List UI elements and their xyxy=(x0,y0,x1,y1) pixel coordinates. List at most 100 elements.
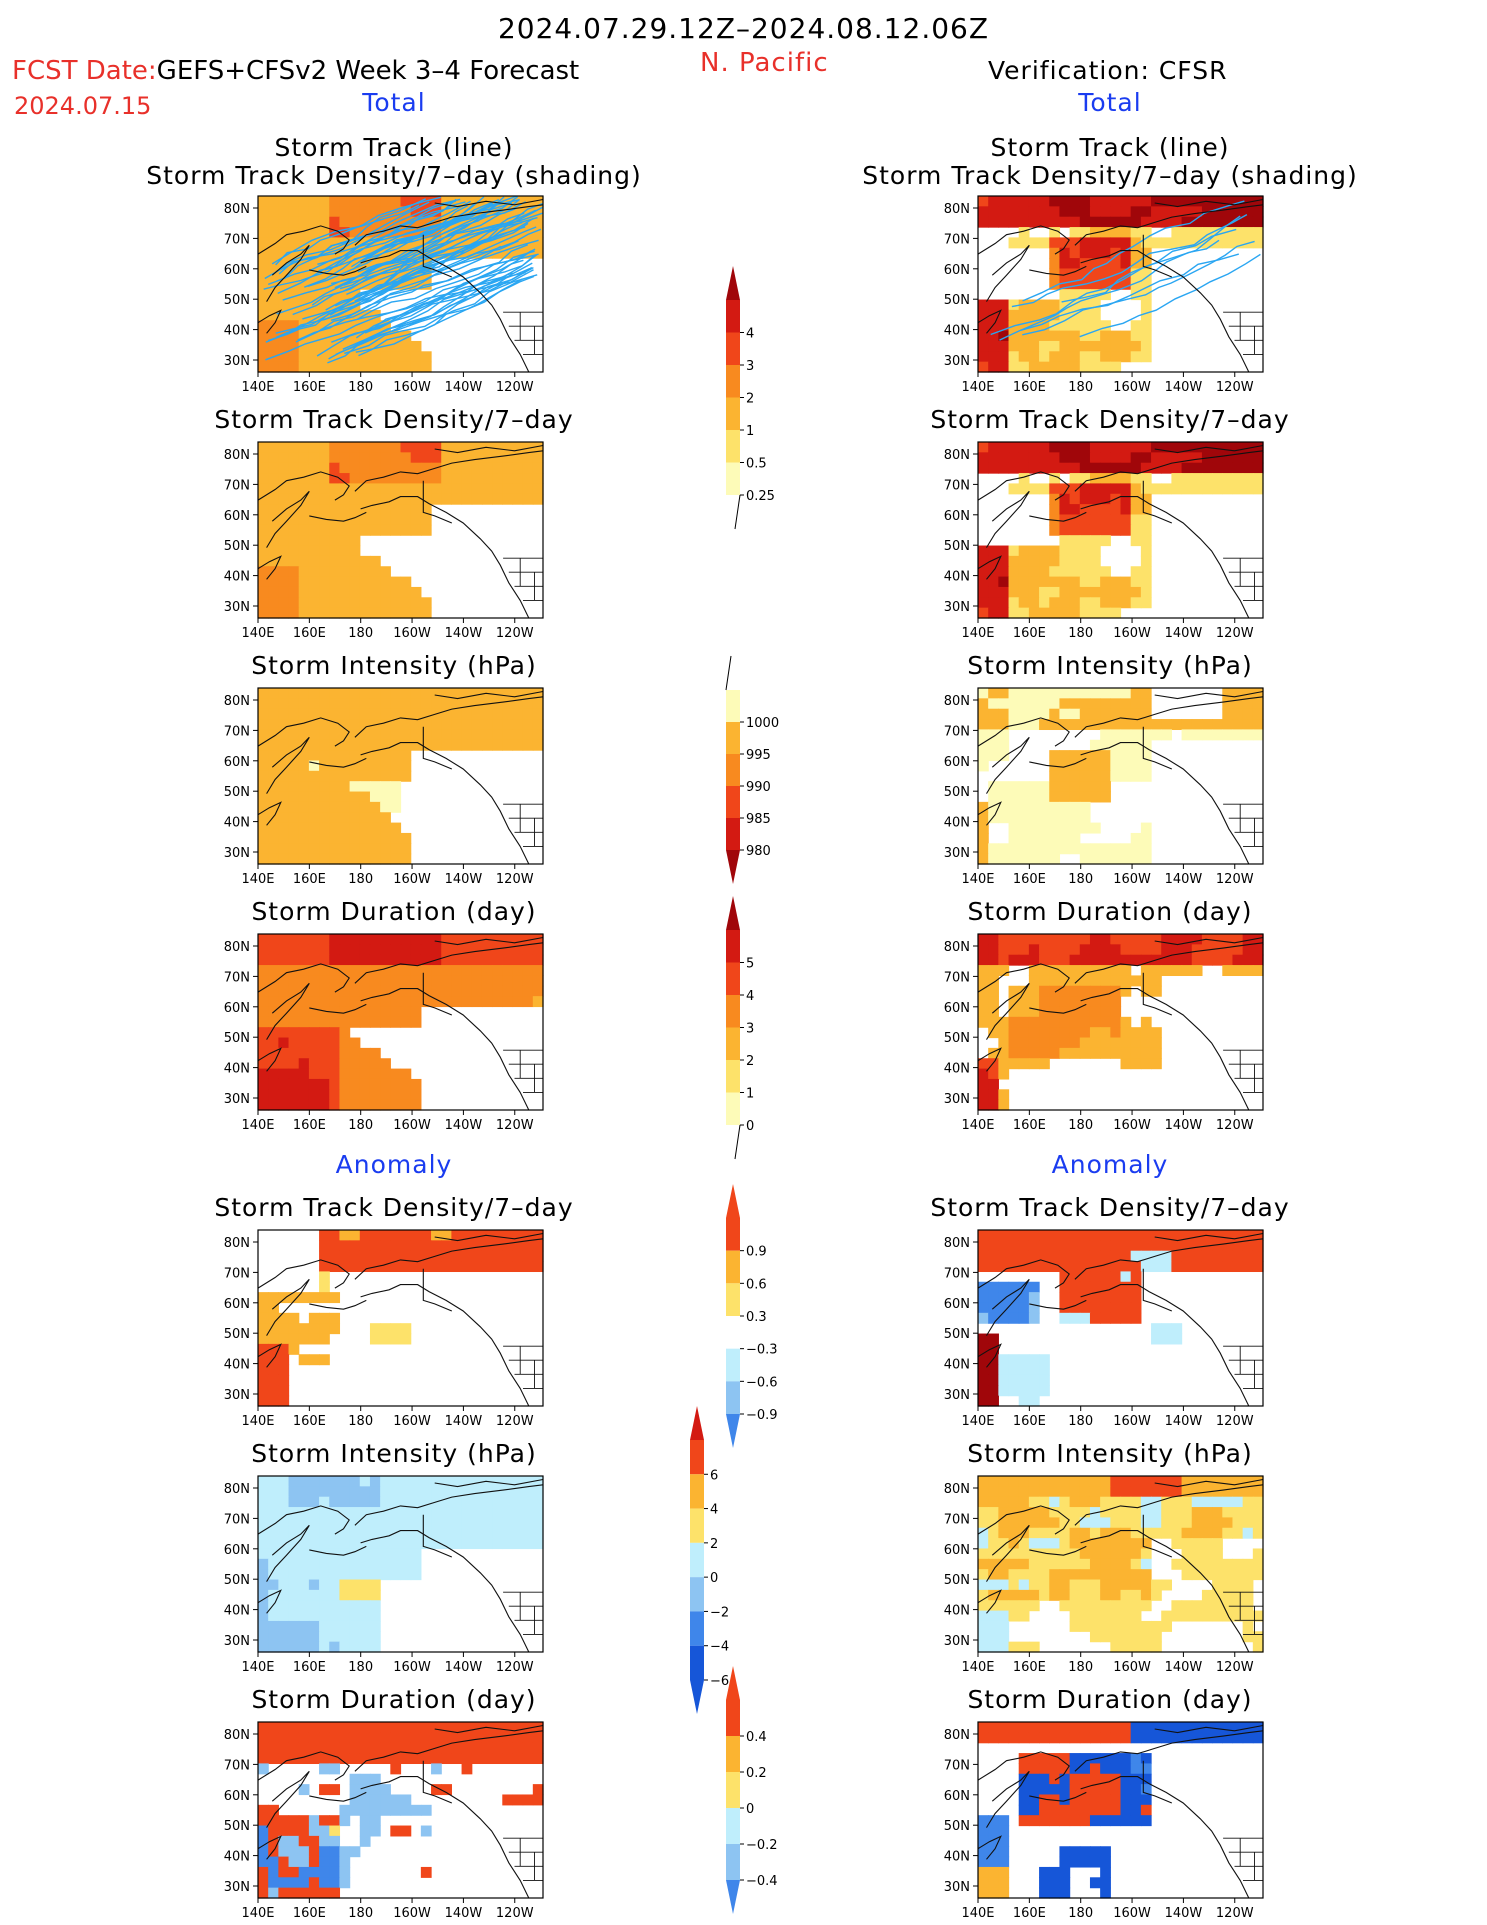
lat-tick-label: 50N xyxy=(944,1819,970,1834)
coastlines xyxy=(257,1478,544,1653)
lat-tick-label: 60N xyxy=(944,263,970,278)
lon-tick-label: 160E xyxy=(293,1118,326,1133)
coastlines xyxy=(257,444,544,619)
lon-tick-label: 180 xyxy=(1068,380,1093,395)
lon-tick-label: 120W xyxy=(496,626,534,641)
lat-tick-label: 40N xyxy=(944,1604,970,1619)
lat-tick-label: 40N xyxy=(944,1850,970,1865)
colorbar-label: 3 xyxy=(746,359,754,374)
lat-tick-label: 70N xyxy=(224,232,250,247)
lat-tick-label: 50N xyxy=(944,539,970,554)
map-verification-0: 140E 160E 180 160W 140W 120W 80N 70N 60N 50N 40N 30… xyxy=(944,195,1264,395)
colorbar-label: 980 xyxy=(746,844,771,859)
lat-tick-label: 40N xyxy=(224,1850,250,1865)
colorbar-label: −0.6 xyxy=(746,1375,778,1390)
panel-title-anom-density-left: Storm Track Density/7–day xyxy=(214,1193,574,1222)
lon-tick-label: 120W xyxy=(1216,1906,1254,1921)
lon-tick-label: 160W xyxy=(393,1906,431,1921)
lat-tick-label: 50N xyxy=(944,293,970,308)
lon-tick-label: 140W xyxy=(445,872,483,887)
coastlines xyxy=(977,198,1264,373)
lat-tick-label: 70N xyxy=(224,478,250,493)
map-forecast-2: 140E 160E 180 160W 140W 120W 80N 70N 60N 50N 40N 30… xyxy=(224,687,544,887)
lon-tick-label: 140W xyxy=(1165,1660,1203,1675)
colorbar-label: 995 xyxy=(746,748,771,763)
lon-tick-label: 160W xyxy=(1113,1118,1151,1133)
lat-tick-label: 50N xyxy=(944,1573,970,1588)
colorbar-intensity-anom: 6 4 2 0 −2 −4 −6 xyxy=(690,1406,729,1714)
colorbar-label: 1 xyxy=(746,1087,754,1102)
colorbar-duration-anom: 0.4 0.2 0 −0.2 −0.4 xyxy=(726,1666,778,1914)
fcst-label-line: FCST Date:GEFS+CFSv2 Week 3–4 Forecast xyxy=(12,56,579,86)
lon-tick-label: 140W xyxy=(445,626,483,641)
colorbar-label: 2 xyxy=(710,1537,718,1552)
lat-tick-label: 50N xyxy=(224,539,250,554)
lat-tick-label: 40N xyxy=(224,1062,250,1077)
lon-tick-label: 180 xyxy=(348,1660,373,1675)
colorbar-label: 0.9 xyxy=(746,1245,767,1260)
lon-tick-label: 180 xyxy=(1068,1414,1093,1429)
colorbar-density-total: 4 3 2 1 0.5 0.25 xyxy=(726,266,775,530)
lon-tick-label: 160E xyxy=(293,380,326,395)
lat-tick-label: 40N xyxy=(944,324,970,339)
coastlines xyxy=(257,1232,544,1407)
coastlines xyxy=(977,1232,1264,1407)
lon-tick-label: 120W xyxy=(1216,872,1254,887)
map-verification-2: 140E 160E 180 160W 140W 120W 80N 70N 60N 50N 40N 30… xyxy=(944,687,1264,887)
lat-tick-label: 30N xyxy=(224,600,250,615)
lat-tick-label: 70N xyxy=(224,1266,250,1281)
map-verification-5: 140E 160E 180 160W 140W 120W 80N 70N 60N 50N 40N 30… xyxy=(944,1475,1264,1675)
lon-tick-label: 120W xyxy=(496,1118,534,1133)
lon-tick-label: 180 xyxy=(348,380,373,395)
lat-tick-label: 80N xyxy=(944,1728,970,1743)
lat-tick-label: 60N xyxy=(944,1001,970,1016)
coastlines xyxy=(257,198,544,373)
lon-tick-label: 140E xyxy=(961,1118,994,1133)
lon-tick-label: 160W xyxy=(393,872,431,887)
lat-tick-label: 40N xyxy=(224,324,250,339)
lon-tick-label: 140E xyxy=(241,872,274,887)
fcst-model: GEFS+CFSv2 Week 3–4 Forecast xyxy=(156,56,580,86)
lat-tick-label: 60N xyxy=(224,755,250,770)
lat-tick-label: 30N xyxy=(944,1880,970,1895)
lon-tick-label: 160E xyxy=(1013,626,1046,641)
lat-tick-label: 30N xyxy=(944,1092,970,1107)
colorbar-label: 6 xyxy=(710,1468,718,1483)
colorbar-label: 0.6 xyxy=(746,1277,767,1292)
panel-title-anom-duration-left: Storm Duration (day) xyxy=(251,1685,537,1714)
colorbar-label: 0 xyxy=(746,1802,754,1817)
lat-tick-label: 50N xyxy=(224,785,250,800)
lon-tick-label: 160W xyxy=(393,1414,431,1429)
colorbar-intensity-total: 1000 995 990 985 980 xyxy=(725,655,779,884)
lon-tick-label: 160E xyxy=(293,626,326,641)
lon-tick-label: 140W xyxy=(445,1660,483,1675)
lon-tick-label: 180 xyxy=(348,872,373,887)
lon-tick-label: 160W xyxy=(393,1118,431,1133)
map-forecast-5: 140E 160E 180 160W 140W 120W 80N 70N 60N 50N 40N 30… xyxy=(224,1475,544,1675)
map-forecast-1: 140E 160E 180 160W 140W 120W 80N 70N 60N 50N 40N 30… xyxy=(224,441,544,641)
lat-tick-label: 80N xyxy=(944,202,970,217)
lat-tick-label: 70N xyxy=(944,1512,970,1527)
colorbar-label: 0.2 xyxy=(746,1766,767,1781)
coastlines xyxy=(977,1724,1264,1899)
lon-tick-label: 140W xyxy=(1165,1118,1203,1133)
coastlines xyxy=(977,936,1264,1111)
colorbar-label: 0 xyxy=(710,1571,718,1586)
region-label: N. Pacific xyxy=(700,48,829,78)
lon-tick-label: 160E xyxy=(1013,1906,1046,1921)
lon-tick-label: 180 xyxy=(1068,1906,1093,1921)
lon-tick-label: 180 xyxy=(348,1906,373,1921)
lon-tick-label: 160W xyxy=(1113,1906,1151,1921)
verification-label: Verification: CFSR xyxy=(988,56,1228,85)
lat-tick-label: 70N xyxy=(944,724,970,739)
colorbar-label: 0 xyxy=(746,1119,754,1134)
lat-tick-label: 30N xyxy=(224,1880,250,1895)
lon-tick-label: 160E xyxy=(293,872,326,887)
lat-tick-label: 40N xyxy=(224,570,250,585)
lon-tick-label: 120W xyxy=(1216,380,1254,395)
lat-tick-label: 60N xyxy=(224,1001,250,1016)
coastlines xyxy=(257,1724,544,1899)
lat-tick-label: 40N xyxy=(944,1062,970,1077)
title-track-shading: Storm Track Density/7–day (shading) xyxy=(862,161,1358,190)
period-title: 2024.07.29.12Z–2024.08.12.06Z xyxy=(497,12,990,45)
